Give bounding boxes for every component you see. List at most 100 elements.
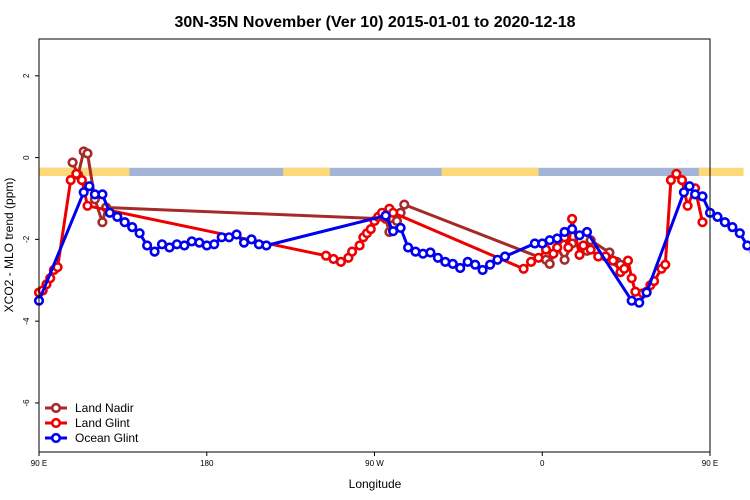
data-point: [660, 259, 671, 270]
chart-title: 30N-35N November (Ver 10) 2015-01-01 to …: [174, 14, 575, 31]
data-point: [127, 222, 138, 233]
x-tick-label: 90 E: [702, 459, 718, 468]
legend-item: Ocean Glint: [45, 431, 139, 445]
y-tick-label: -6: [22, 399, 31, 407]
data-point: [119, 217, 130, 228]
data-point: [676, 175, 688, 186]
data-point: [552, 242, 563, 253]
data-point: [149, 246, 160, 257]
data-point: [585, 244, 596, 255]
series-ocean-glint: [33, 181, 750, 308]
data-point: [97, 189, 108, 200]
legend-item: Land Nadir: [45, 401, 134, 415]
y-tick-label: -4: [22, 317, 31, 325]
data-point: [485, 259, 496, 270]
data-point: [641, 287, 652, 298]
data-point: [574, 249, 585, 260]
data-point: [499, 251, 511, 262]
data-point: [447, 258, 458, 270]
x-tick-label: 0: [540, 459, 545, 468]
data-point: [399, 199, 410, 210]
data-point: [84, 181, 95, 192]
data-point: [380, 210, 391, 221]
data-point: [134, 228, 145, 239]
data-point: [71, 168, 82, 179]
data-point: [231, 229, 242, 240]
data-point: [65, 175, 76, 186]
y-tick-label: 0: [22, 155, 31, 160]
data-point: [678, 187, 690, 198]
data-point: [142, 240, 153, 251]
data-point: [684, 181, 695, 192]
data-point: [563, 242, 574, 253]
legend-item: Land Glint: [45, 416, 130, 430]
data-point: [697, 217, 708, 228]
data-point: [112, 211, 123, 222]
plot-frame: [38, 38, 711, 453]
land-ocean-band: [39, 167, 744, 176]
data-point: [566, 213, 578, 224]
legend-label: Land Glint: [75, 416, 130, 430]
data-point: [712, 211, 723, 222]
legend-label: Land Nadir: [75, 401, 134, 415]
data-point: [246, 234, 257, 245]
data-point: [354, 240, 365, 251]
data-point: [682, 200, 693, 211]
data-point: [727, 222, 738, 233]
data-point: [261, 240, 272, 251]
data-point: [525, 256, 537, 268]
land-segment: [39, 167, 130, 176]
land-segment: [698, 167, 744, 176]
data-point: [82, 200, 93, 211]
data-point: [634, 297, 645, 308]
land-segment: [441, 167, 539, 176]
data-point: [78, 187, 89, 198]
data-point: [552, 233, 563, 244]
data-point: [626, 273, 637, 284]
data-point: [347, 246, 358, 257]
legend-swatch-marker: [50, 417, 62, 429]
data-point: [533, 252, 544, 263]
data-point: [518, 263, 529, 274]
data-point: [559, 254, 570, 265]
data-point: [82, 148, 93, 159]
y-axis: 2 0 -2 -4 -6: [22, 73, 39, 406]
data-point: [619, 263, 630, 274]
data-point: [470, 259, 481, 270]
data-point: [477, 264, 488, 276]
x-axis-label: Longitude: [349, 477, 402, 491]
legend-label: Ocean Glint: [75, 431, 139, 445]
data-point: [742, 240, 750, 251]
data-point: [179, 240, 190, 251]
data-point: [697, 191, 708, 202]
y-tick-label: 2: [22, 73, 31, 78]
data-point: [622, 255, 634, 266]
x-tick-label: 90 W: [365, 459, 384, 468]
data-point: [581, 226, 593, 238]
data-point: [566, 224, 578, 235]
x-tick-label: 90 E: [31, 459, 47, 468]
series-layer: [33, 146, 750, 308]
data-point: [104, 207, 115, 218]
data-point: [719, 217, 731, 228]
data-point: [425, 247, 436, 258]
y-tick-label: -2: [22, 235, 31, 243]
land-segment: [283, 167, 330, 176]
data-point: [607, 255, 619, 266]
y-axis-label: XCO2 - MLO trend (ppm): [2, 178, 16, 313]
data-point: [432, 252, 444, 263]
legend-swatch-marker: [50, 402, 62, 414]
data-point: [335, 256, 347, 268]
x-axis: 90 E 180 90 W 0 90 E: [31, 452, 718, 468]
x-tick-label: 180: [200, 459, 214, 468]
data-point: [403, 242, 414, 253]
data-point: [578, 240, 589, 251]
data-point: [67, 157, 78, 168]
data-point: [76, 175, 87, 186]
data-point: [97, 217, 108, 228]
data-point: [544, 258, 555, 270]
legend-swatch-marker: [50, 432, 62, 444]
data-point: [365, 224, 376, 235]
